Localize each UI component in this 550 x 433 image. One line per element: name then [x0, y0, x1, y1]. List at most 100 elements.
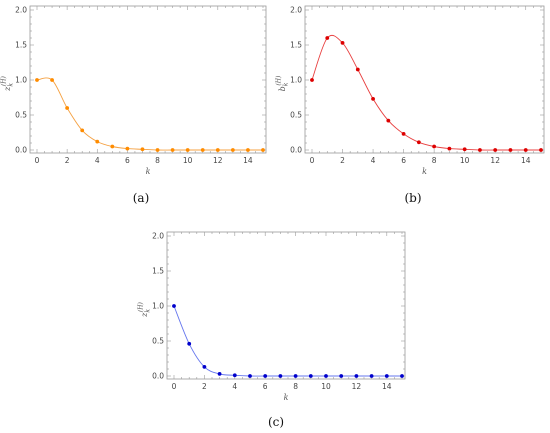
data-point: [172, 304, 176, 308]
panel-caption: (c): [268, 415, 284, 429]
y-axis-label-sup: (H): [138, 301, 145, 312]
chart-panel-3: 0.0 0.5 1.0 1.5 2.0 0 2 4 6 8 10 12 14 k zk(H) (c): [138, 231, 406, 429]
x-tick-label: 8: [432, 156, 437, 165]
x-tick-label: 14: [521, 156, 531, 165]
x-tick-label: 8: [293, 382, 298, 391]
y-tick-label: 2.0: [290, 6, 302, 15]
y-tick-label: 0.5: [152, 337, 164, 346]
data-point: [125, 146, 130, 151]
data-point: [508, 148, 513, 152]
data-point: [215, 148, 220, 152]
y-tick-label: 1.5: [15, 41, 27, 50]
y-tick-label: 1.0: [290, 76, 302, 85]
x-tick-label: 4: [95, 156, 100, 165]
x-tick-label: 2: [65, 156, 70, 165]
y-axis-label-main: z: [3, 86, 12, 92]
data-point: [248, 374, 252, 378]
y-tick-label: 2.0: [152, 232, 164, 241]
y-tick-label: 0.0: [15, 146, 27, 155]
data-point: [371, 97, 375, 101]
data-point: [416, 140, 421, 145]
data-point: [95, 139, 100, 144]
y-axis-label: zk(H): [1, 75, 15, 91]
panel-caption: (b): [404, 191, 421, 205]
x-axis-label: k: [284, 393, 289, 402]
data-point: [325, 36, 330, 40]
y-axis-label-sup: (H): [1, 75, 8, 86]
x-tick-label: 6: [125, 156, 130, 165]
x-tick-label: 0: [35, 156, 40, 165]
y-tick-label: 0.5: [15, 111, 27, 120]
data-point: [200, 148, 205, 152]
data-point: [170, 148, 175, 152]
y-tick-label: 1.5: [152, 267, 164, 276]
y-tick-label: 1.0: [15, 76, 27, 85]
y-axis-label: bk(H): [276, 75, 290, 91]
data-point: [217, 372, 222, 376]
series-curve: [173, 305, 402, 377]
data-point: [263, 374, 268, 378]
data-point: [230, 148, 235, 152]
x-tick-label: 2: [202, 382, 207, 391]
plot-frame: [29, 5, 267, 154]
data-point: [386, 118, 391, 123]
y-tick-label: 0.5: [290, 111, 302, 120]
data-point: [246, 148, 250, 152]
data-point: [340, 41, 345, 45]
data-point: [354, 374, 359, 378]
panel-caption: (a): [133, 191, 150, 205]
y-axis-label-sub: k: [8, 83, 15, 87]
data-point: [462, 147, 467, 152]
x-tick-label: 10: [460, 156, 470, 165]
x-tick-label: 0: [172, 382, 177, 391]
data-point: [369, 374, 374, 378]
series-curve: [36, 77, 263, 151]
y-axis-label: zk(H): [138, 301, 152, 317]
x-tick-label: 12: [490, 156, 500, 165]
x-axis-label: k: [146, 167, 151, 176]
data-point: [110, 144, 115, 149]
data-point: [50, 78, 54, 82]
data-point: [65, 106, 70, 110]
data-point: [80, 128, 85, 133]
y-tick-label: 1.0: [152, 302, 164, 311]
data-point: [493, 148, 498, 152]
x-tick-label: 10: [321, 382, 331, 391]
data-point: [523, 148, 528, 152]
y-tick-label: 0.0: [290, 146, 302, 155]
data-point: [339, 374, 344, 378]
x-tick-label: 0: [310, 156, 315, 165]
x-tick-label: 14: [243, 156, 253, 165]
y-axis-label-sub: k: [283, 82, 290, 86]
y-tick-label: 1.5: [290, 41, 302, 50]
plot-frame: [166, 231, 406, 380]
data-point: [447, 146, 452, 151]
data-point: [261, 148, 265, 152]
y-tick-label: 2.0: [15, 6, 27, 15]
x-tick-label: 12: [352, 382, 362, 391]
data-point: [384, 374, 389, 378]
plot-frame: [304, 5, 545, 154]
y-axis-label-main: b: [278, 86, 287, 91]
data-point: [202, 365, 207, 369]
data-point: [187, 341, 192, 346]
x-tick-label: 14: [382, 382, 392, 391]
data-point: [140, 147, 145, 152]
series-curve: [311, 34, 541, 151]
data-point: [478, 148, 482, 152]
x-tick-label: 6: [263, 382, 268, 391]
y-axis-label-main: z: [140, 312, 149, 318]
data-point: [185, 148, 190, 152]
x-tick-label: 4: [232, 382, 237, 391]
data-point: [355, 67, 360, 72]
x-tick-label: 4: [371, 156, 376, 165]
x-axis-label: k: [422, 167, 427, 176]
data-point: [401, 132, 406, 136]
y-tick-label: 0.0: [152, 372, 164, 381]
x-tick-label: 2: [340, 156, 345, 165]
data-point: [232, 373, 237, 378]
x-tick-label: 8: [155, 156, 160, 165]
